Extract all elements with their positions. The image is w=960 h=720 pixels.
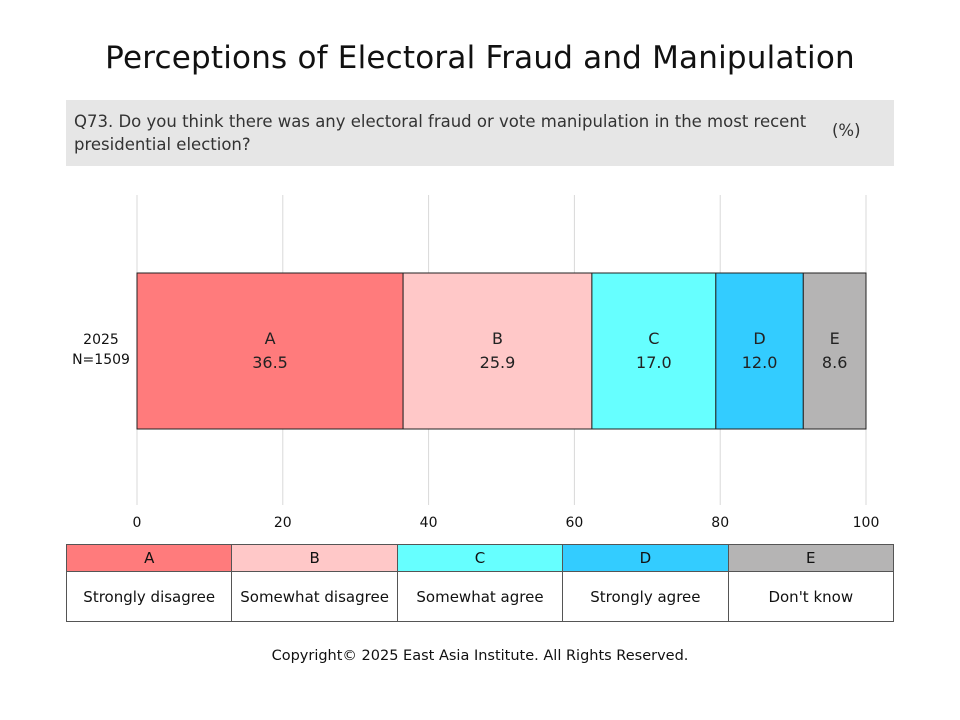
- legend-label-b: Somewhat disagree: [231, 571, 398, 622]
- legend-key-d: D: [562, 544, 729, 572]
- unit-label: (%): [832, 121, 861, 140]
- x-tick-label: 100: [853, 515, 880, 531]
- bar-segment-e: [802, 272, 867, 430]
- x-tick-label: 80: [711, 515, 729, 531]
- legend-label-a: Strongly disagree: [65, 571, 233, 622]
- bar-segment-c: [591, 272, 717, 430]
- segment-value-label: 12.0: [742, 353, 778, 372]
- x-tick-label: 20: [274, 515, 292, 531]
- legend-keys-row: A B C D E: [65, 544, 895, 572]
- segment-value-label: 25.9: [480, 353, 516, 372]
- chart-title: Perceptions of Electoral Fraud and Manip…: [105, 40, 855, 76]
- row-label: 2025 N=1509: [70, 330, 132, 370]
- legend-labels-row: Strongly disagree Somewhat disagree Some…: [65, 571, 895, 622]
- segment-series-label: B: [492, 329, 503, 348]
- segment-series-label: A: [265, 329, 276, 348]
- bar-segment-a: [136, 272, 404, 430]
- legend-key-e: E: [727, 544, 895, 572]
- bar-segment-b: [402, 272, 593, 430]
- legend-label-c: Somewhat agree: [396, 571, 564, 622]
- x-tick-label: 0: [133, 515, 142, 531]
- row-label-n: N=1509: [72, 352, 130, 368]
- bar-segments: A 36.5 B 25.9 C 17.0 D 12.0 E 8.6: [136, 272, 867, 430]
- segment-value-label: 17.0: [636, 353, 672, 372]
- segment-value-label: 8.6: [822, 353, 847, 372]
- copyright-text: Copyright© 2025 East Asia Institute. All…: [271, 648, 689, 664]
- legend-label-d: Strongly agree: [562, 571, 729, 622]
- segment-value-label: 36.5: [252, 353, 288, 372]
- legend-key-a: A: [65, 544, 233, 572]
- question-box: Q73. Do you think there was any electora…: [66, 100, 894, 166]
- stacked-bar-chart: A 36.5 B 25.9 C 17.0 D 12.0 E 8.6 0 20 40 60 80 100: [133, 195, 880, 531]
- legend-key-c: C: [396, 544, 564, 572]
- legend-key-b: B: [231, 544, 398, 572]
- x-tick-labels: 0 20 40 60 80 100: [133, 515, 880, 531]
- legend-label-e: Don't know: [727, 571, 895, 622]
- legend-table: A B C D E Strongly disagree Somewhat dis…: [65, 544, 895, 622]
- x-tick-label: 40: [420, 515, 438, 531]
- x-tick-label: 60: [565, 515, 583, 531]
- question-text: Q73. Do you think there was any electora…: [74, 112, 807, 154]
- segment-series-label: E: [830, 329, 840, 348]
- segment-series-label: D: [753, 329, 765, 348]
- row-label-year: 2025: [83, 332, 119, 348]
- segment-series-label: C: [648, 329, 659, 348]
- bar-segment-d: [715, 272, 804, 430]
